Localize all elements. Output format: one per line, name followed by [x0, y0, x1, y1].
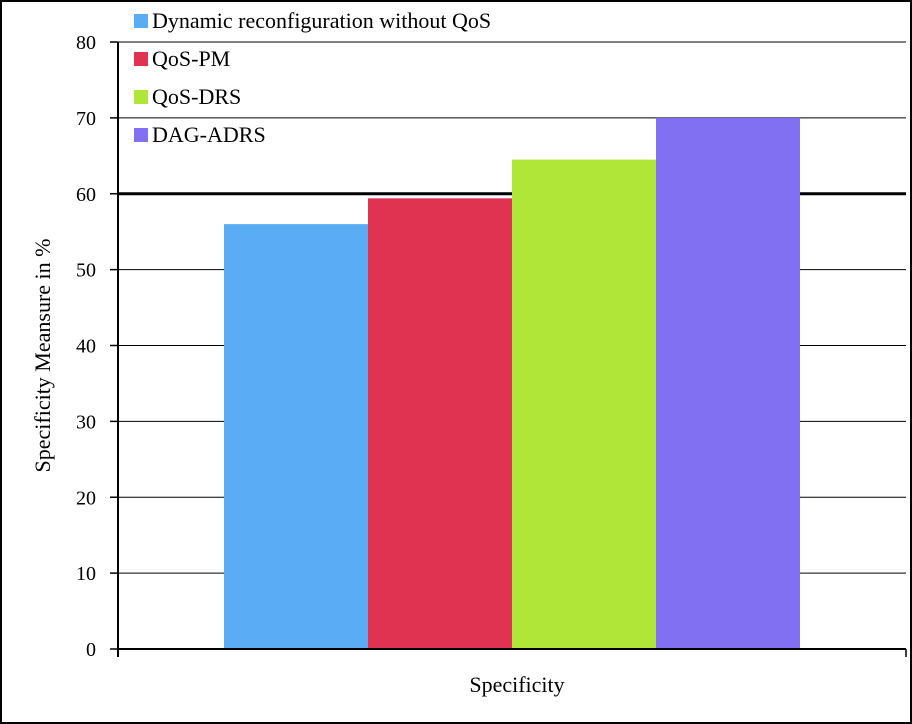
legend-label-3: DAG-ADRS	[152, 122, 266, 147]
legend-swatch-3	[134, 128, 148, 142]
bar-dag-adrs	[656, 117, 800, 649]
bar-dynamic-reconfiguration-without-qos	[224, 224, 368, 649]
y-tick-label-10: 10	[76, 563, 96, 585]
legend-label-0: Dynamic reconfiguration without QoS	[152, 8, 491, 33]
y-tick-label-0: 0	[86, 639, 96, 661]
y-tick-label-40: 40	[76, 336, 96, 358]
legend-label-1: QoS-PM	[152, 46, 230, 71]
bar-qos-drs	[512, 159, 656, 649]
bar-qos-pm	[368, 198, 512, 650]
y-tick-label-30: 30	[76, 411, 96, 433]
y-tick-labels: 0 10 20 30 40 50 60 70 80	[76, 32, 96, 661]
legend-swatch-1	[134, 52, 148, 66]
y-tick-label-80: 80	[76, 32, 96, 54]
y-tick-label-60: 60	[76, 184, 96, 206]
y-axis-title: Specificity Meansure in %	[30, 239, 55, 473]
axes	[117, 42, 907, 657]
legend: Dynamic reconfiguration without QoS QoS-P…	[134, 8, 491, 147]
y-tick-label-70: 70	[76, 108, 96, 130]
x-axis-title: Specificity	[469, 672, 564, 697]
legend-label-2: QoS-DRS	[152, 84, 241, 109]
y-tick-label-20: 20	[76, 487, 96, 509]
legend-swatch-0	[134, 14, 148, 28]
legend-swatch-2	[134, 90, 148, 104]
y-tick-label-50: 50	[76, 260, 96, 282]
bars	[224, 117, 800, 650]
